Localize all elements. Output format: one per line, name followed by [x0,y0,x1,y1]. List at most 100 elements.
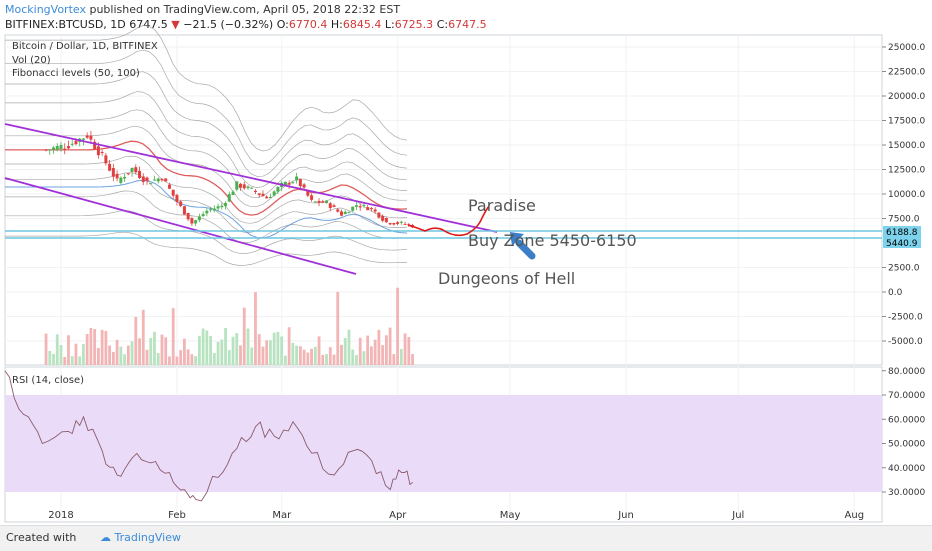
candle-body[interactable] [108,163,112,171]
candle-body[interactable] [235,181,239,190]
author-name[interactable]: MockingVortex [5,3,86,16]
candle-body[interactable] [160,179,164,181]
candle-body[interactable] [384,217,388,223]
candle-body[interactable] [119,177,123,183]
channel-lower-line[interactable] [4,177,357,275]
candle-body[interactable] [403,223,407,225]
candle-body[interactable] [171,189,175,196]
candle-body[interactable] [362,204,366,206]
candle-body[interactable] [59,145,63,149]
candle-body[interactable] [224,202,228,207]
candle-body[interactable] [354,205,358,207]
candle-body[interactable] [201,214,205,217]
candle-body[interactable] [388,222,392,225]
candle-body[interactable] [369,207,373,209]
candle-body[interactable] [392,223,396,225]
candle-body[interactable] [306,190,310,196]
candle-body[interactable] [209,209,213,211]
candle-body[interactable] [339,211,343,216]
candle-body[interactable] [70,143,74,145]
candle-body[interactable] [96,146,100,156]
candle-body[interactable] [63,148,67,150]
candle-body[interactable] [291,182,295,184]
price-pane[interactable] [4,34,883,366]
candle-body[interactable] [317,200,321,203]
candle-body[interactable] [141,176,145,182]
candle-body[interactable] [377,212,381,218]
candle-body[interactable] [126,173,130,175]
candle-body[interactable] [295,176,299,181]
candle-body[interactable] [152,179,156,181]
candle-body[interactable] [74,140,78,145]
candle-body[interactable] [220,205,224,208]
candle-body[interactable] [253,190,257,193]
candle-body[interactable] [231,191,235,196]
candle-body[interactable] [44,149,48,151]
candle-body[interactable] [55,146,59,151]
candle-body[interactable] [347,212,351,214]
candle-body[interactable] [100,152,104,154]
candle-body[interactable] [257,193,261,195]
projection-curve[interactable] [407,205,490,237]
candle-body[interactable] [325,200,329,203]
candle-body[interactable] [197,216,201,221]
candle-body[interactable] [123,176,127,179]
candle-body[interactable] [265,196,269,199]
candle-body[interactable] [399,221,403,223]
candle-body[interactable] [205,210,209,214]
candle-body[interactable] [268,197,272,199]
candle-body[interactable] [250,187,254,189]
candle-body[interactable] [138,170,142,178]
candle-body[interactable] [48,149,52,151]
candle-body[interactable] [115,173,119,179]
candle-body[interactable] [149,183,153,185]
candle-body[interactable] [212,208,216,211]
candle-body[interactable] [328,203,332,208]
candle-body[interactable] [261,193,265,197]
candle-body[interactable] [343,211,347,215]
candle-body[interactable] [321,201,325,203]
candle-body[interactable] [272,191,276,196]
candle-body[interactable] [298,179,302,187]
candle-body[interactable] [93,141,97,150]
candle-body[interactable] [85,135,89,138]
candle-body[interactable] [358,206,362,208]
candle-body[interactable] [182,206,186,215]
candle-body[interactable] [164,178,168,182]
candle-body[interactable] [190,218,194,224]
candle-body[interactable] [111,168,115,177]
candle-body[interactable] [81,138,85,140]
candle-body[interactable] [134,167,138,173]
candle-body[interactable] [145,177,149,182]
candle-body[interactable] [239,183,243,188]
candle-body[interactable] [381,215,385,221]
candle-body[interactable] [175,194,179,202]
candle-body[interactable] [396,222,400,224]
candle-body[interactable] [332,205,336,208]
candle-body[interactable] [89,135,93,140]
channel-upper-line[interactable] [4,123,498,233]
candle-body[interactable] [216,206,220,209]
candle-body[interactable] [246,186,250,189]
tradingview-logo[interactable]: ☁ TradingView [100,531,181,544]
candle-body[interactable] [179,201,183,207]
candle-body[interactable] [302,184,306,188]
candle-body[interactable] [287,183,291,185]
buy-arrow-icon[interactable] [510,232,536,260]
candle-body[interactable] [310,195,314,200]
candle-body[interactable] [276,187,280,192]
candle-body[interactable] [66,146,70,149]
rsi-line[interactable] [4,370,413,502]
candle-body[interactable] [167,184,171,189]
candle-body[interactable] [194,220,198,224]
candle-body[interactable] [104,155,108,164]
candle-body[interactable] [351,206,355,211]
candle-body[interactable] [373,209,377,212]
candle-body[interactable] [52,147,56,150]
candle-body[interactable] [227,194,231,202]
candle-body[interactable] [313,201,317,203]
candle-body[interactable] [242,184,246,189]
candle-body[interactable] [336,209,340,212]
candle-body[interactable] [156,178,160,182]
candle-body[interactable] [130,167,134,172]
